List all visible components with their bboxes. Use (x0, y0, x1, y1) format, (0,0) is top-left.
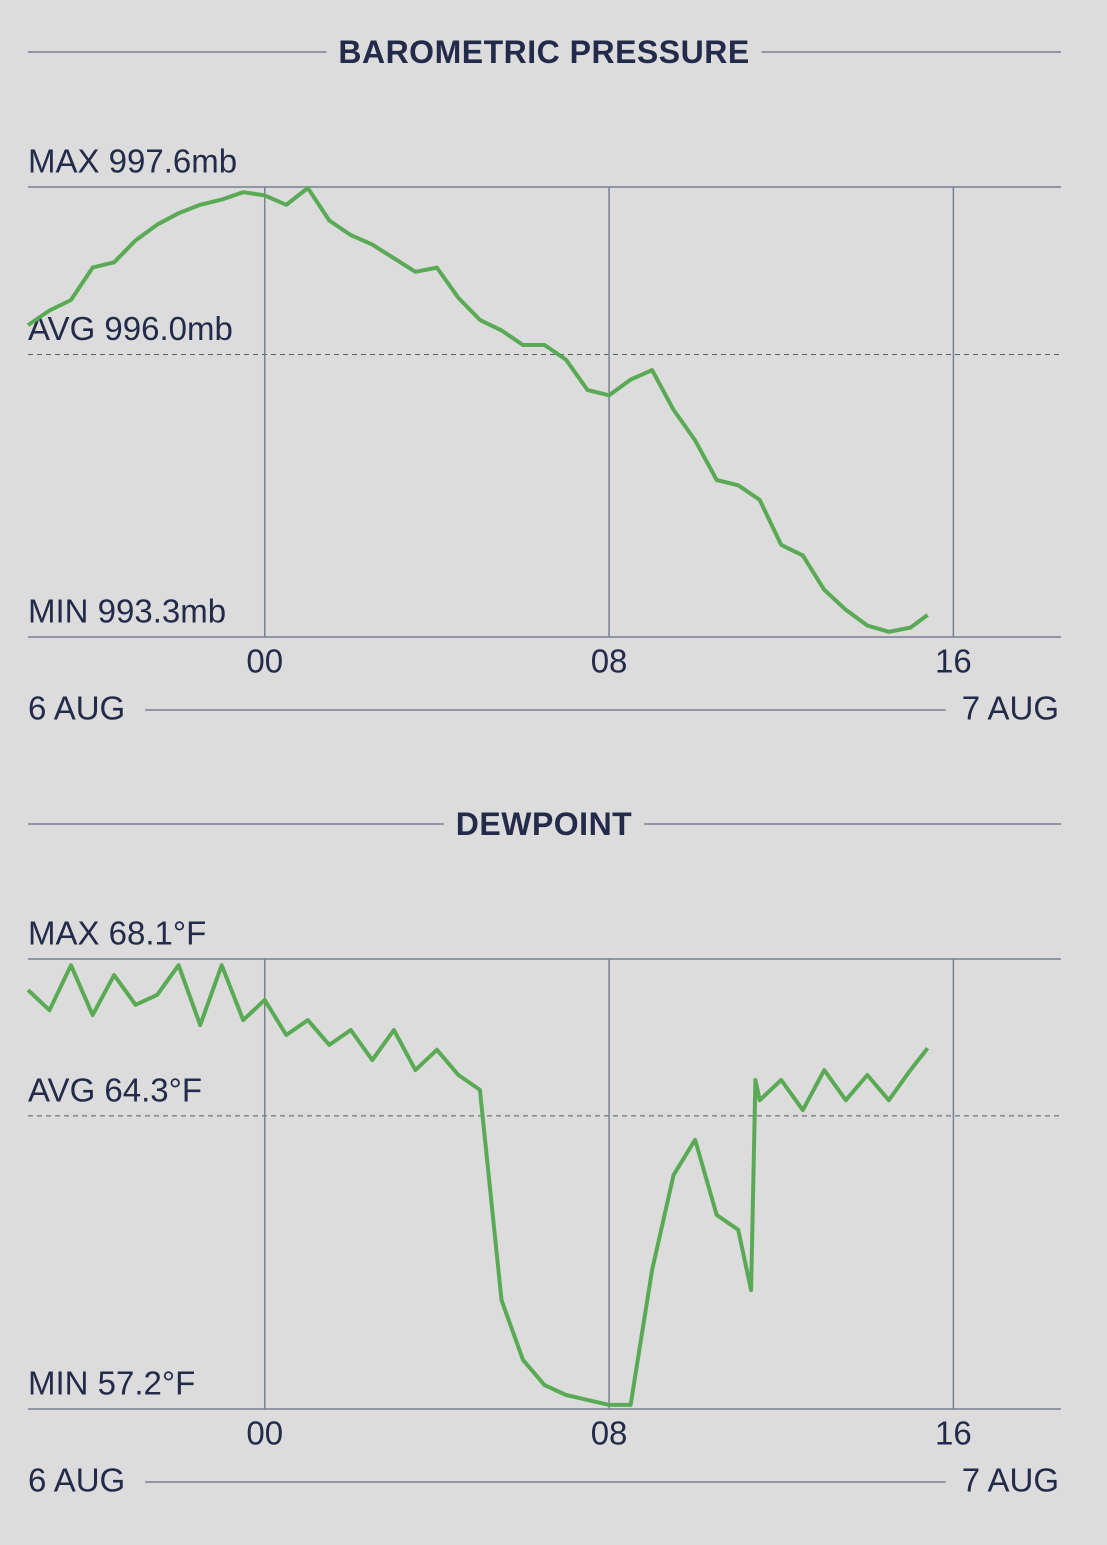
y-tick-label: MAX 997.6mb (28, 143, 237, 180)
data-line (26, 186, 929, 634)
y-tick-label: AVG 64.3°F (28, 1071, 202, 1108)
chart-title: DEWPOINT (456, 806, 632, 842)
x-tick-label: 00 (246, 643, 283, 680)
y-tick-label: AVG 996.0mb (28, 310, 233, 347)
date-label: 6 AUG (28, 690, 125, 727)
chart-title: BAROMETRIC PRESSURE (338, 34, 749, 70)
y-tick-label: MIN 993.3mb (28, 593, 226, 630)
y-tick-label: MAX 68.1°F (28, 915, 206, 952)
date-label: 7 AUG (962, 1462, 1059, 1499)
date-label: 7 AUG (962, 690, 1059, 727)
x-tick-label: 00 (246, 1415, 283, 1452)
date-label: 6 AUG (28, 1462, 125, 1499)
x-tick-label: 08 (591, 1415, 628, 1452)
data-line (26, 963, 930, 1407)
x-tick-label: 16 (935, 643, 972, 680)
y-tick-label: MIN 57.2°F (28, 1365, 195, 1402)
x-tick-label: 08 (591, 643, 628, 680)
x-tick-label: 16 (935, 1415, 972, 1452)
